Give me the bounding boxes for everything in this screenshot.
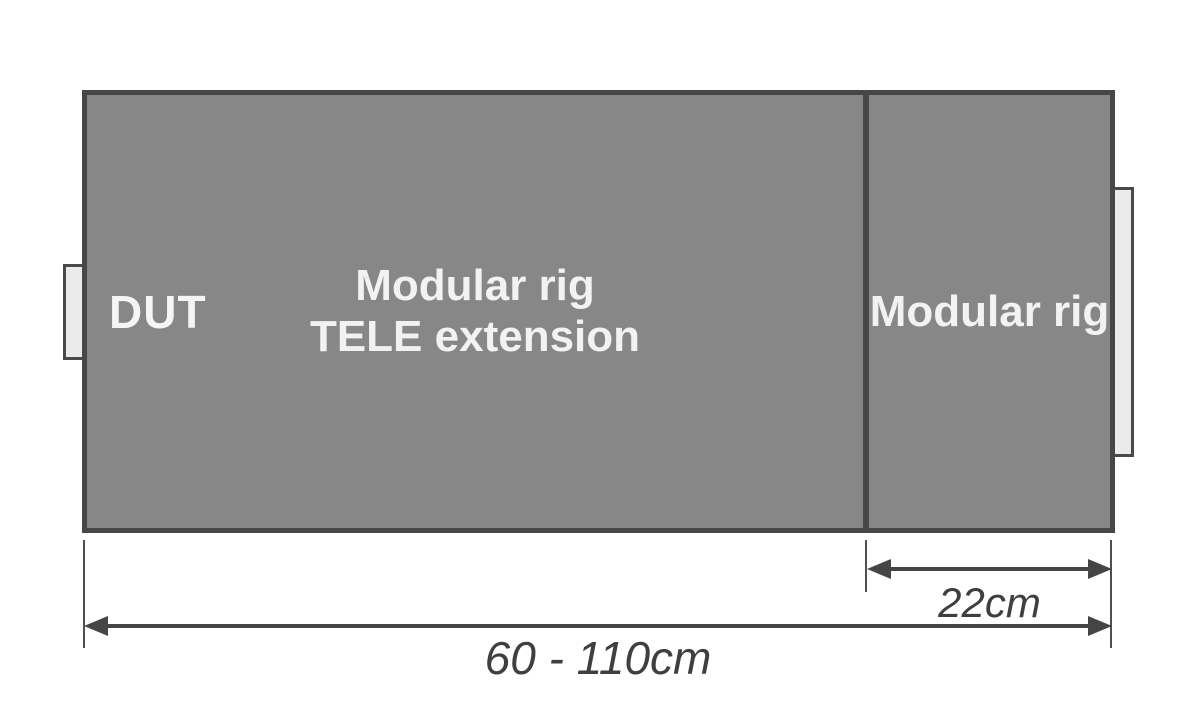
dimension-label-total-width: 60 - 110cm	[484, 632, 712, 684]
tele-extension-label-line1: Modular rig	[355, 260, 595, 310]
dimension-label-rig-width: 22cm	[938, 579, 1041, 626]
tele-extension-label: Modular rig TELE extension	[87, 260, 863, 364]
dimension-arrow-total-width	[84, 616, 1112, 636]
arrow-head-left-icon	[84, 616, 108, 636]
extension-line-left	[83, 540, 85, 648]
dimension-arrow-rig-width	[867, 559, 1112, 579]
dut-label: DUT	[109, 285, 207, 338]
extension-line-right	[1110, 540, 1112, 648]
tele-extension-label-line2: TELE extension	[309, 312, 641, 362]
arrow-shaft	[883, 567, 1096, 571]
section-divider	[863, 95, 869, 528]
arrow-head-left-icon	[867, 559, 891, 579]
arrow-head-right-icon	[1088, 616, 1112, 636]
arrow-shaft	[100, 624, 1096, 628]
extension-line-divider	[865, 540, 867, 592]
modular-rig-label: Modular rig	[869, 286, 1110, 336]
rig-body: DUT Modular rig TELE extension Modular r…	[82, 90, 1115, 533]
arrow-head-right-icon	[1088, 559, 1112, 579]
